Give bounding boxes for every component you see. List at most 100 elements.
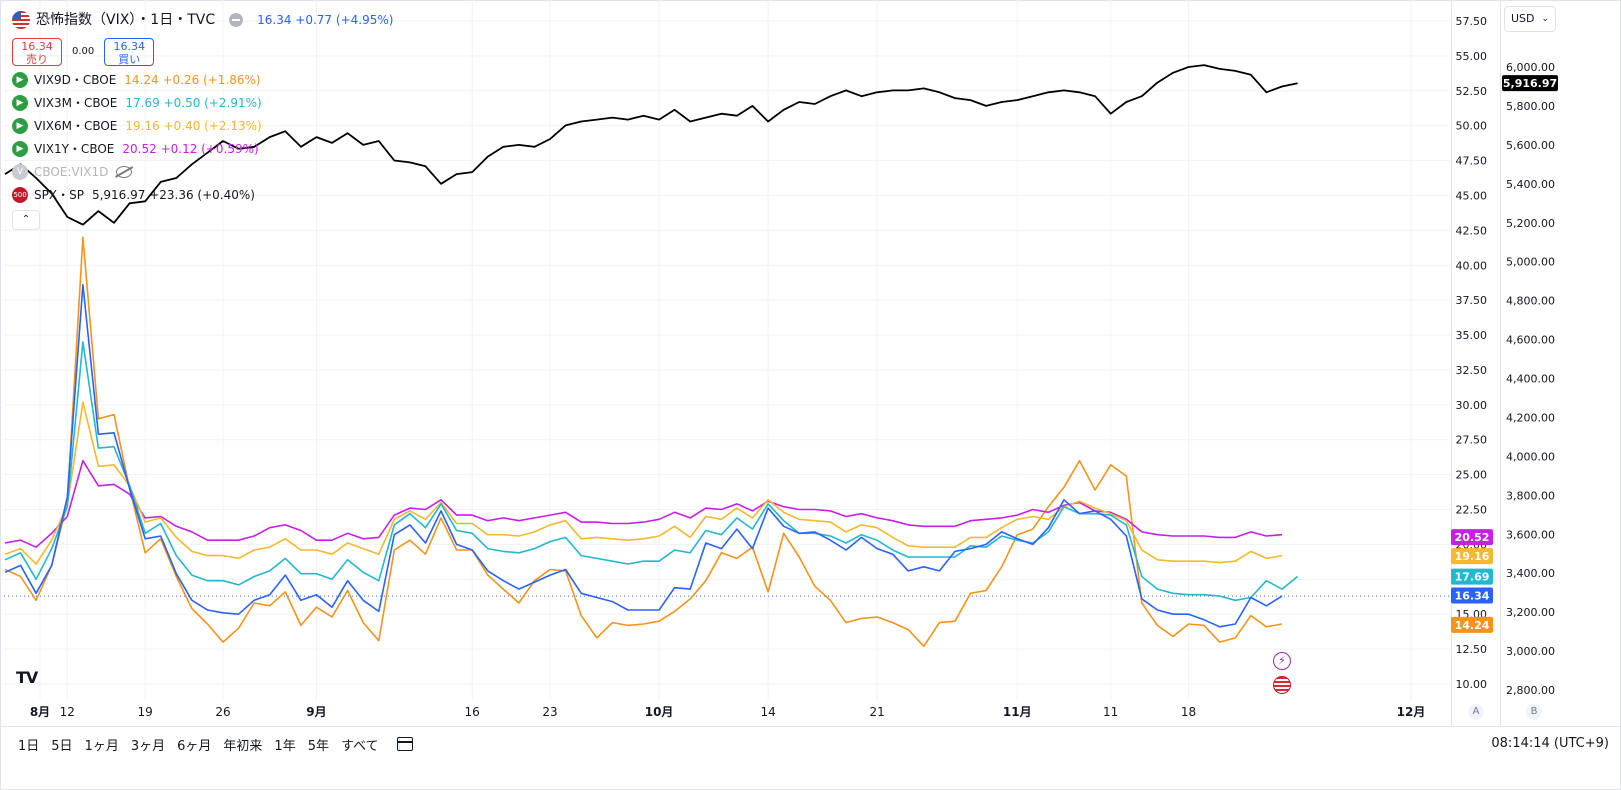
legend-row[interactable]: ▶ VIX6M・CBOE 19.16 +0.40 (+2.13%)	[12, 114, 393, 137]
legend-value: 17.69	[125, 95, 160, 110]
left-axis-tick: 55.00	[1456, 50, 1488, 63]
right-axis-tick: 3,400.00	[1506, 567, 1555, 580]
right-axis-tick: 6,000.00	[1506, 61, 1555, 74]
x-axis-tick: 23	[542, 705, 557, 719]
sell-button[interactable]: 16.34 売り	[12, 38, 62, 66]
legend-symbol: VIX6M・CBOE	[34, 118, 118, 133]
price-tag-vix6m	[1451, 548, 1493, 565]
timeframe-button[interactable]: 年初来	[223, 738, 263, 754]
buy-button[interactable]: 16.34 買い	[104, 38, 155, 66]
auto-scale-button[interactable]: A	[1468, 704, 1484, 720]
x-axis-tick: 16	[465, 705, 480, 719]
sp500-badge-icon: 500	[12, 186, 28, 203]
x-axis-tick: 21	[869, 705, 884, 719]
minus-icon[interactable]	[229, 13, 244, 27]
x-axis-tick: 11月	[1003, 705, 1032, 719]
x-axis-tick: 14	[760, 705, 775, 719]
left-axis-tick: 57.50	[1456, 15, 1488, 28]
right-axis-tick: 5,000.00	[1506, 256, 1555, 269]
legend-row[interactable]: ▶ VIX1Y・CBOE 20.52 +0.12 (+0.59%)	[12, 137, 393, 160]
price-tag-vix1y	[1451, 529, 1493, 546]
price-tag-label: 5,916.97	[1503, 77, 1557, 90]
x-axis-tick: 26	[215, 705, 230, 719]
right-axis-tick: 5,600.00	[1506, 139, 1555, 152]
timeframe-button[interactable]: 5日	[51, 738, 73, 754]
legend-value: 19.16	[125, 118, 160, 133]
right-axis-tick: 5,200.00	[1506, 217, 1555, 230]
timeframe-button[interactable]: 1日	[18, 738, 40, 754]
axis-b-button[interactable]: B	[1526, 704, 1542, 720]
x-axis-tick: 9月	[306, 705, 326, 719]
bottom-toolbar: 1日 5日 1ヶ月 3ヶ月 6ヶ月 年初来 1年 5年 すべて 08:14:14 (UTC+9)	[0, 732, 1621, 756]
legend-row[interactable]: ▶ VIX9D・CBOE 14.24 +0.26 (+1.86%)	[12, 68, 393, 91]
right-axis-tick: 3,000.00	[1506, 645, 1555, 658]
legend-symbol: SPX・SP	[34, 187, 84, 202]
price-tag-spx	[1502, 75, 1558, 92]
play-icon: ▶	[12, 117, 28, 134]
right-axis-tick: 3,600.00	[1506, 528, 1555, 541]
play-icon: ▶	[12, 140, 28, 157]
legend-symbol: VIX3M・CBOE	[34, 95, 118, 110]
right-axis-tick: 3,200.00	[1506, 606, 1555, 619]
price-tag-label: 16.34	[1455, 590, 1490, 603]
timeframe-button[interactable]: 3ヶ月	[130, 738, 166, 754]
left-axis-tick: 42.50	[1456, 224, 1488, 237]
right-axis-tick: 4,200.00	[1506, 411, 1555, 424]
lightning-event-icon[interactable]: ⚡	[1273, 652, 1291, 670]
timeframe-button[interactable]: 6ヶ月	[177, 738, 212, 754]
timeframe-button[interactable]: 5年	[307, 738, 329, 754]
legend-change: +0.40 (+2.13%)	[163, 118, 262, 133]
series-line-vix9d[interactable]	[4, 236, 1283, 648]
right-axis-tick: 4,400.00	[1506, 373, 1555, 386]
left-axis-tick: 12.50	[1456, 643, 1488, 656]
currency-select[interactable]: USD ⌄	[1504, 6, 1556, 32]
legend-row-vix1d[interactable]: V CBOE:VIX1D	[12, 160, 393, 183]
left-axis-tick: 10.00	[1456, 678, 1488, 691]
series-line-vix1y[interactable]	[4, 459, 1283, 549]
timeframe-button[interactable]: 1ヶ月	[84, 738, 119, 754]
chart-canvas[interactable]: 57.50 55.00 52.50 50.00 47.50 45.00 42.50 40.00…	[0, 0, 1621, 726]
price-tag-label: 19.16	[1455, 550, 1490, 563]
chart-title[interactable]: 恐怖指数（VIX）・1日・TVC	[36, 12, 216, 28]
us-flag-icon	[12, 11, 30, 29]
legend-row-spx[interactable]: 500 SPX・SP 5,916.97 +23.36 (+0.40%)	[12, 183, 393, 206]
eye-hidden-icon[interactable]	[116, 165, 133, 178]
x-axis-tick: 10月	[645, 705, 674, 719]
legend-row[interactable]: ▶ VIX3M・CBOE 17.69 +0.50 (+2.91%)	[12, 91, 393, 114]
series-line-vix[interactable]	[4, 283, 1283, 628]
left-axis-tick: 52.50	[1456, 85, 1488, 98]
left-axis-tick: 40.00	[1456, 259, 1488, 272]
price-tag-vix	[1451, 587, 1493, 604]
left-axis-tick: 22.50	[1456, 504, 1488, 517]
main-quote: 16.34 +0.77 (+4.95%)	[257, 13, 394, 27]
price-tag-label: 17.69	[1455, 571, 1490, 584]
series-line-spx[interactable]	[4, 64, 1298, 226]
timeframe-button[interactable]: すべて	[340, 738, 379, 754]
right-axis-tick: 2,800.00	[1506, 684, 1555, 697]
calendar-icon[interactable]	[396, 737, 413, 751]
left-axis-tick: 32.50	[1456, 364, 1488, 377]
collapse-legend-button[interactable]: ⌃	[12, 210, 40, 230]
series-line-vix3m[interactable]	[4, 341, 1299, 602]
left-axis-tick: 30.00	[1456, 399, 1488, 412]
chart-title-row: 恐怖指数（VIX）・1日・TVC 16.34 +0.77 (+4.95%)	[12, 8, 393, 32]
series-line-vix6m[interactable]	[4, 401, 1283, 565]
x-axis-tick: 12	[60, 705, 75, 719]
right-axis-tick: 4,800.00	[1506, 295, 1555, 308]
play-icon: ▶	[12, 94, 28, 111]
legend-value: 5,916.97	[91, 187, 146, 202]
legend-change: +23.36 (+0.40%)	[149, 187, 255, 202]
legend-value: 20.52	[122, 141, 157, 156]
axis-separator	[1451, 0, 1452, 726]
x-axis-tick: 19	[138, 705, 153, 719]
right-axis-tick: 5,400.00	[1506, 178, 1555, 191]
timeframe-button[interactable]: 1年	[274, 738, 296, 754]
spread-value: 0.00	[72, 46, 95, 57]
series-badge-icon: V	[12, 163, 28, 180]
tradingview-logo[interactable]: TV	[16, 668, 38, 687]
us-event-flag-icon[interactable]	[1273, 676, 1291, 694]
toolbar-divider	[399, 736, 400, 752]
chevron-down-icon: ⌄	[1541, 14, 1549, 24]
clock-display[interactable]: 08:14:14 (UTC+9)	[1491, 736, 1609, 751]
x-axis-tick: 12月	[1397, 705, 1426, 719]
